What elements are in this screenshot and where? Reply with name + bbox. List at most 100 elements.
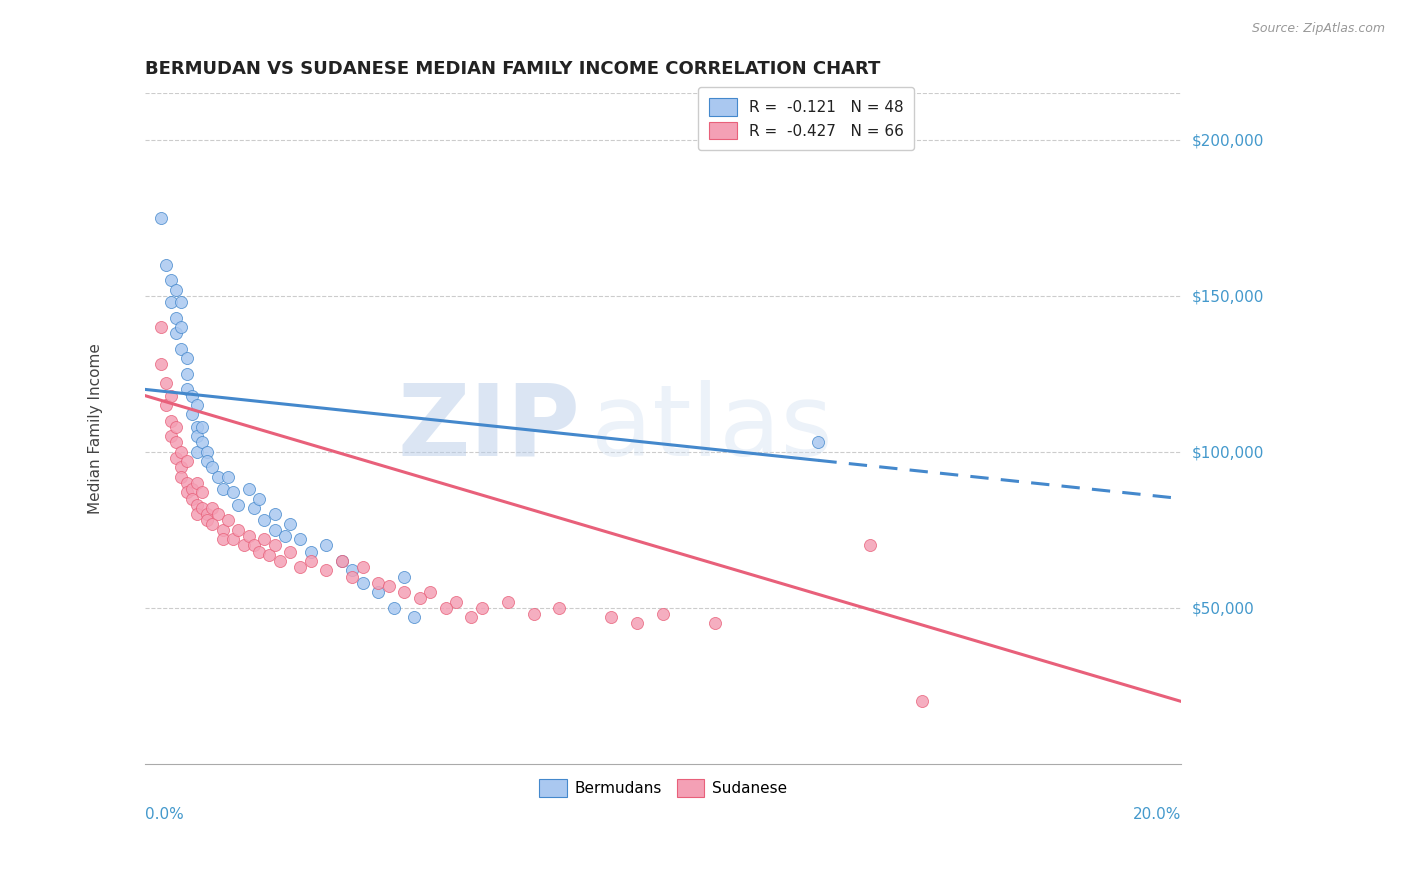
Point — [263, 523, 285, 537]
Point — [186, 444, 208, 458]
Point — [859, 538, 882, 552]
Point — [392, 569, 415, 583]
Point — [290, 532, 312, 546]
Point — [247, 491, 270, 506]
Point — [176, 475, 198, 490]
Text: atlas: atlas — [591, 380, 832, 477]
Point — [222, 485, 245, 500]
Point — [160, 429, 183, 443]
Point — [367, 585, 389, 599]
Point — [165, 450, 187, 465]
Point — [155, 258, 177, 272]
Point — [201, 516, 224, 531]
Point — [191, 420, 214, 434]
Point — [191, 485, 214, 500]
Point — [382, 600, 405, 615]
Point — [195, 444, 218, 458]
Point — [444, 594, 467, 608]
Point — [352, 575, 374, 590]
Point — [330, 554, 353, 568]
Point — [471, 600, 494, 615]
Point — [228, 498, 250, 512]
Point — [160, 389, 183, 403]
Point — [703, 616, 725, 631]
Point — [367, 575, 389, 590]
Point — [342, 563, 364, 577]
Point — [228, 523, 250, 537]
Point — [170, 469, 193, 483]
Point — [201, 460, 224, 475]
Point — [217, 513, 239, 527]
Point — [315, 563, 337, 577]
Point — [460, 610, 482, 624]
Point — [149, 320, 172, 334]
Point — [155, 376, 177, 391]
Point — [269, 554, 291, 568]
Point — [195, 513, 218, 527]
Point — [278, 516, 301, 531]
Point — [408, 591, 430, 606]
Text: BERMUDAN VS SUDANESE MEDIAN FAMILY INCOME CORRELATION CHART: BERMUDAN VS SUDANESE MEDIAN FAMILY INCOM… — [145, 60, 880, 78]
Point — [419, 585, 441, 599]
Point — [149, 211, 172, 225]
Point — [176, 367, 198, 381]
Point — [247, 544, 270, 558]
Point — [180, 389, 202, 403]
Point — [165, 283, 187, 297]
Point — [232, 538, 254, 552]
Point — [170, 320, 193, 334]
Point — [165, 310, 187, 325]
Point — [160, 295, 183, 310]
Point — [180, 491, 202, 506]
Point — [165, 435, 187, 450]
Point — [315, 538, 337, 552]
Point — [170, 295, 193, 310]
Point — [195, 454, 218, 468]
Point — [807, 435, 830, 450]
Point — [243, 538, 266, 552]
Point — [290, 560, 312, 574]
Point — [186, 398, 208, 412]
Point — [253, 532, 276, 546]
Point — [404, 610, 426, 624]
Point — [186, 507, 208, 521]
Point — [180, 482, 202, 496]
Legend: Bermudans, Sudanese: Bermudans, Sudanese — [533, 773, 793, 803]
Point — [263, 538, 285, 552]
Point — [186, 420, 208, 434]
Point — [180, 408, 202, 422]
Point — [274, 529, 297, 543]
Point — [263, 507, 285, 521]
Point — [600, 610, 623, 624]
Point — [392, 585, 415, 599]
Point — [176, 454, 198, 468]
Point — [165, 420, 187, 434]
Point — [352, 560, 374, 574]
Point — [278, 544, 301, 558]
Point — [195, 507, 218, 521]
Point — [211, 482, 233, 496]
Point — [377, 579, 399, 593]
Text: 20.0%: 20.0% — [1133, 807, 1181, 822]
Point — [626, 616, 648, 631]
Point — [186, 498, 208, 512]
Point — [243, 500, 266, 515]
Point — [207, 507, 229, 521]
Point — [222, 532, 245, 546]
Point — [496, 594, 519, 608]
Point — [522, 607, 544, 621]
Point — [176, 485, 198, 500]
Text: 0.0%: 0.0% — [145, 807, 184, 822]
Point — [434, 600, 457, 615]
Point — [191, 500, 214, 515]
Point — [191, 435, 214, 450]
Point — [259, 548, 281, 562]
Point — [170, 460, 193, 475]
Point — [176, 351, 198, 366]
Point — [155, 398, 177, 412]
Point — [165, 326, 187, 341]
Point — [548, 600, 571, 615]
Point — [342, 569, 364, 583]
Point — [170, 342, 193, 356]
Point — [217, 469, 239, 483]
